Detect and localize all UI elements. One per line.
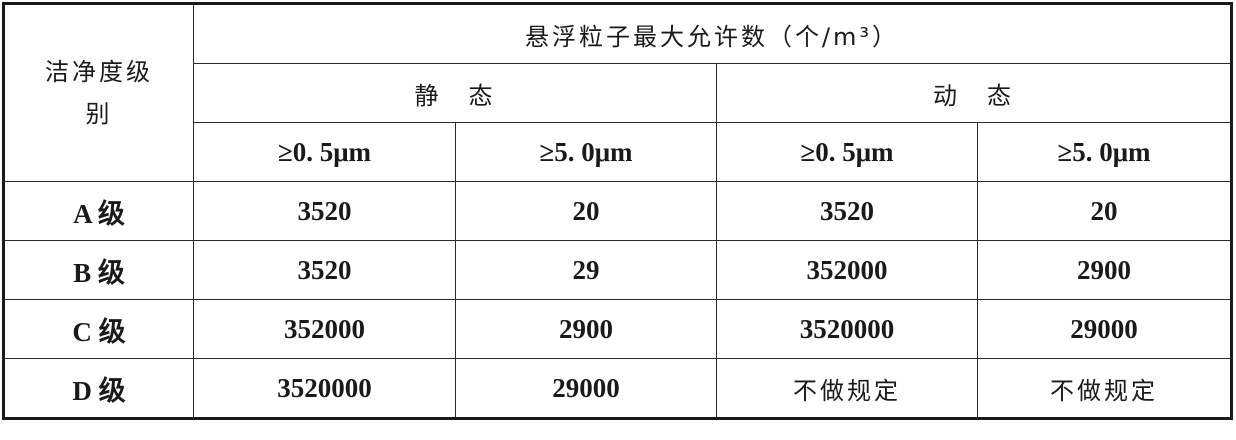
table-row: A 级 3520 20 3520 20	[3, 181, 1232, 241]
value-cell: 3520	[193, 181, 456, 241]
value-cell: 3520	[193, 240, 456, 300]
value-cell: 20	[455, 181, 717, 241]
size-header: ≥0. 5μm	[193, 122, 456, 182]
value-cell: 352000	[193, 299, 456, 359]
value-cell: 2900	[455, 299, 717, 359]
grade-cell: B 级	[3, 240, 194, 300]
value-cell: 29000	[455, 358, 717, 419]
table-row: C 级 352000 2900 3520000 29000	[3, 299, 1232, 359]
size-header: ≥5. 0μm	[977, 122, 1232, 182]
value-cell: 3520	[716, 181, 978, 241]
value-cell: 不做规定	[716, 358, 978, 419]
value-cell: 3520000	[716, 299, 978, 359]
grade-cell: D 级	[3, 358, 194, 419]
group-header: 悬浮粒子最大允许数（个/m³）	[193, 3, 1232, 64]
grade-cell: A 级	[3, 181, 194, 241]
cleanroom-particle-table: 洁净度级别 悬浮粒子最大允许数（个/m³） 静 态 动 态 ≥0. 5μm ≥5…	[2, 2, 1233, 420]
value-cell: 352000	[716, 240, 978, 300]
value-cell: 3520000	[193, 358, 456, 419]
value-cell: 29000	[977, 299, 1232, 359]
value-cell: 20	[977, 181, 1232, 241]
state-static-header: 静 态	[193, 63, 717, 123]
state-dynamic-header: 动 态	[716, 63, 1232, 123]
grade-column-header: 洁净度级别	[3, 3, 194, 182]
value-cell: 不做规定	[977, 358, 1232, 419]
value-cell: 29	[455, 240, 717, 300]
value-cell: 2900	[977, 240, 1232, 300]
table-row: B 级 3520 29 352000 2900	[3, 240, 1232, 300]
size-header: ≥5. 0μm	[455, 122, 717, 182]
table-row: D 级 3520000 29000 不做规定 不做规定	[3, 358, 1232, 419]
grade-cell: C 级	[3, 299, 194, 359]
size-header: ≥0. 5μm	[716, 122, 978, 182]
